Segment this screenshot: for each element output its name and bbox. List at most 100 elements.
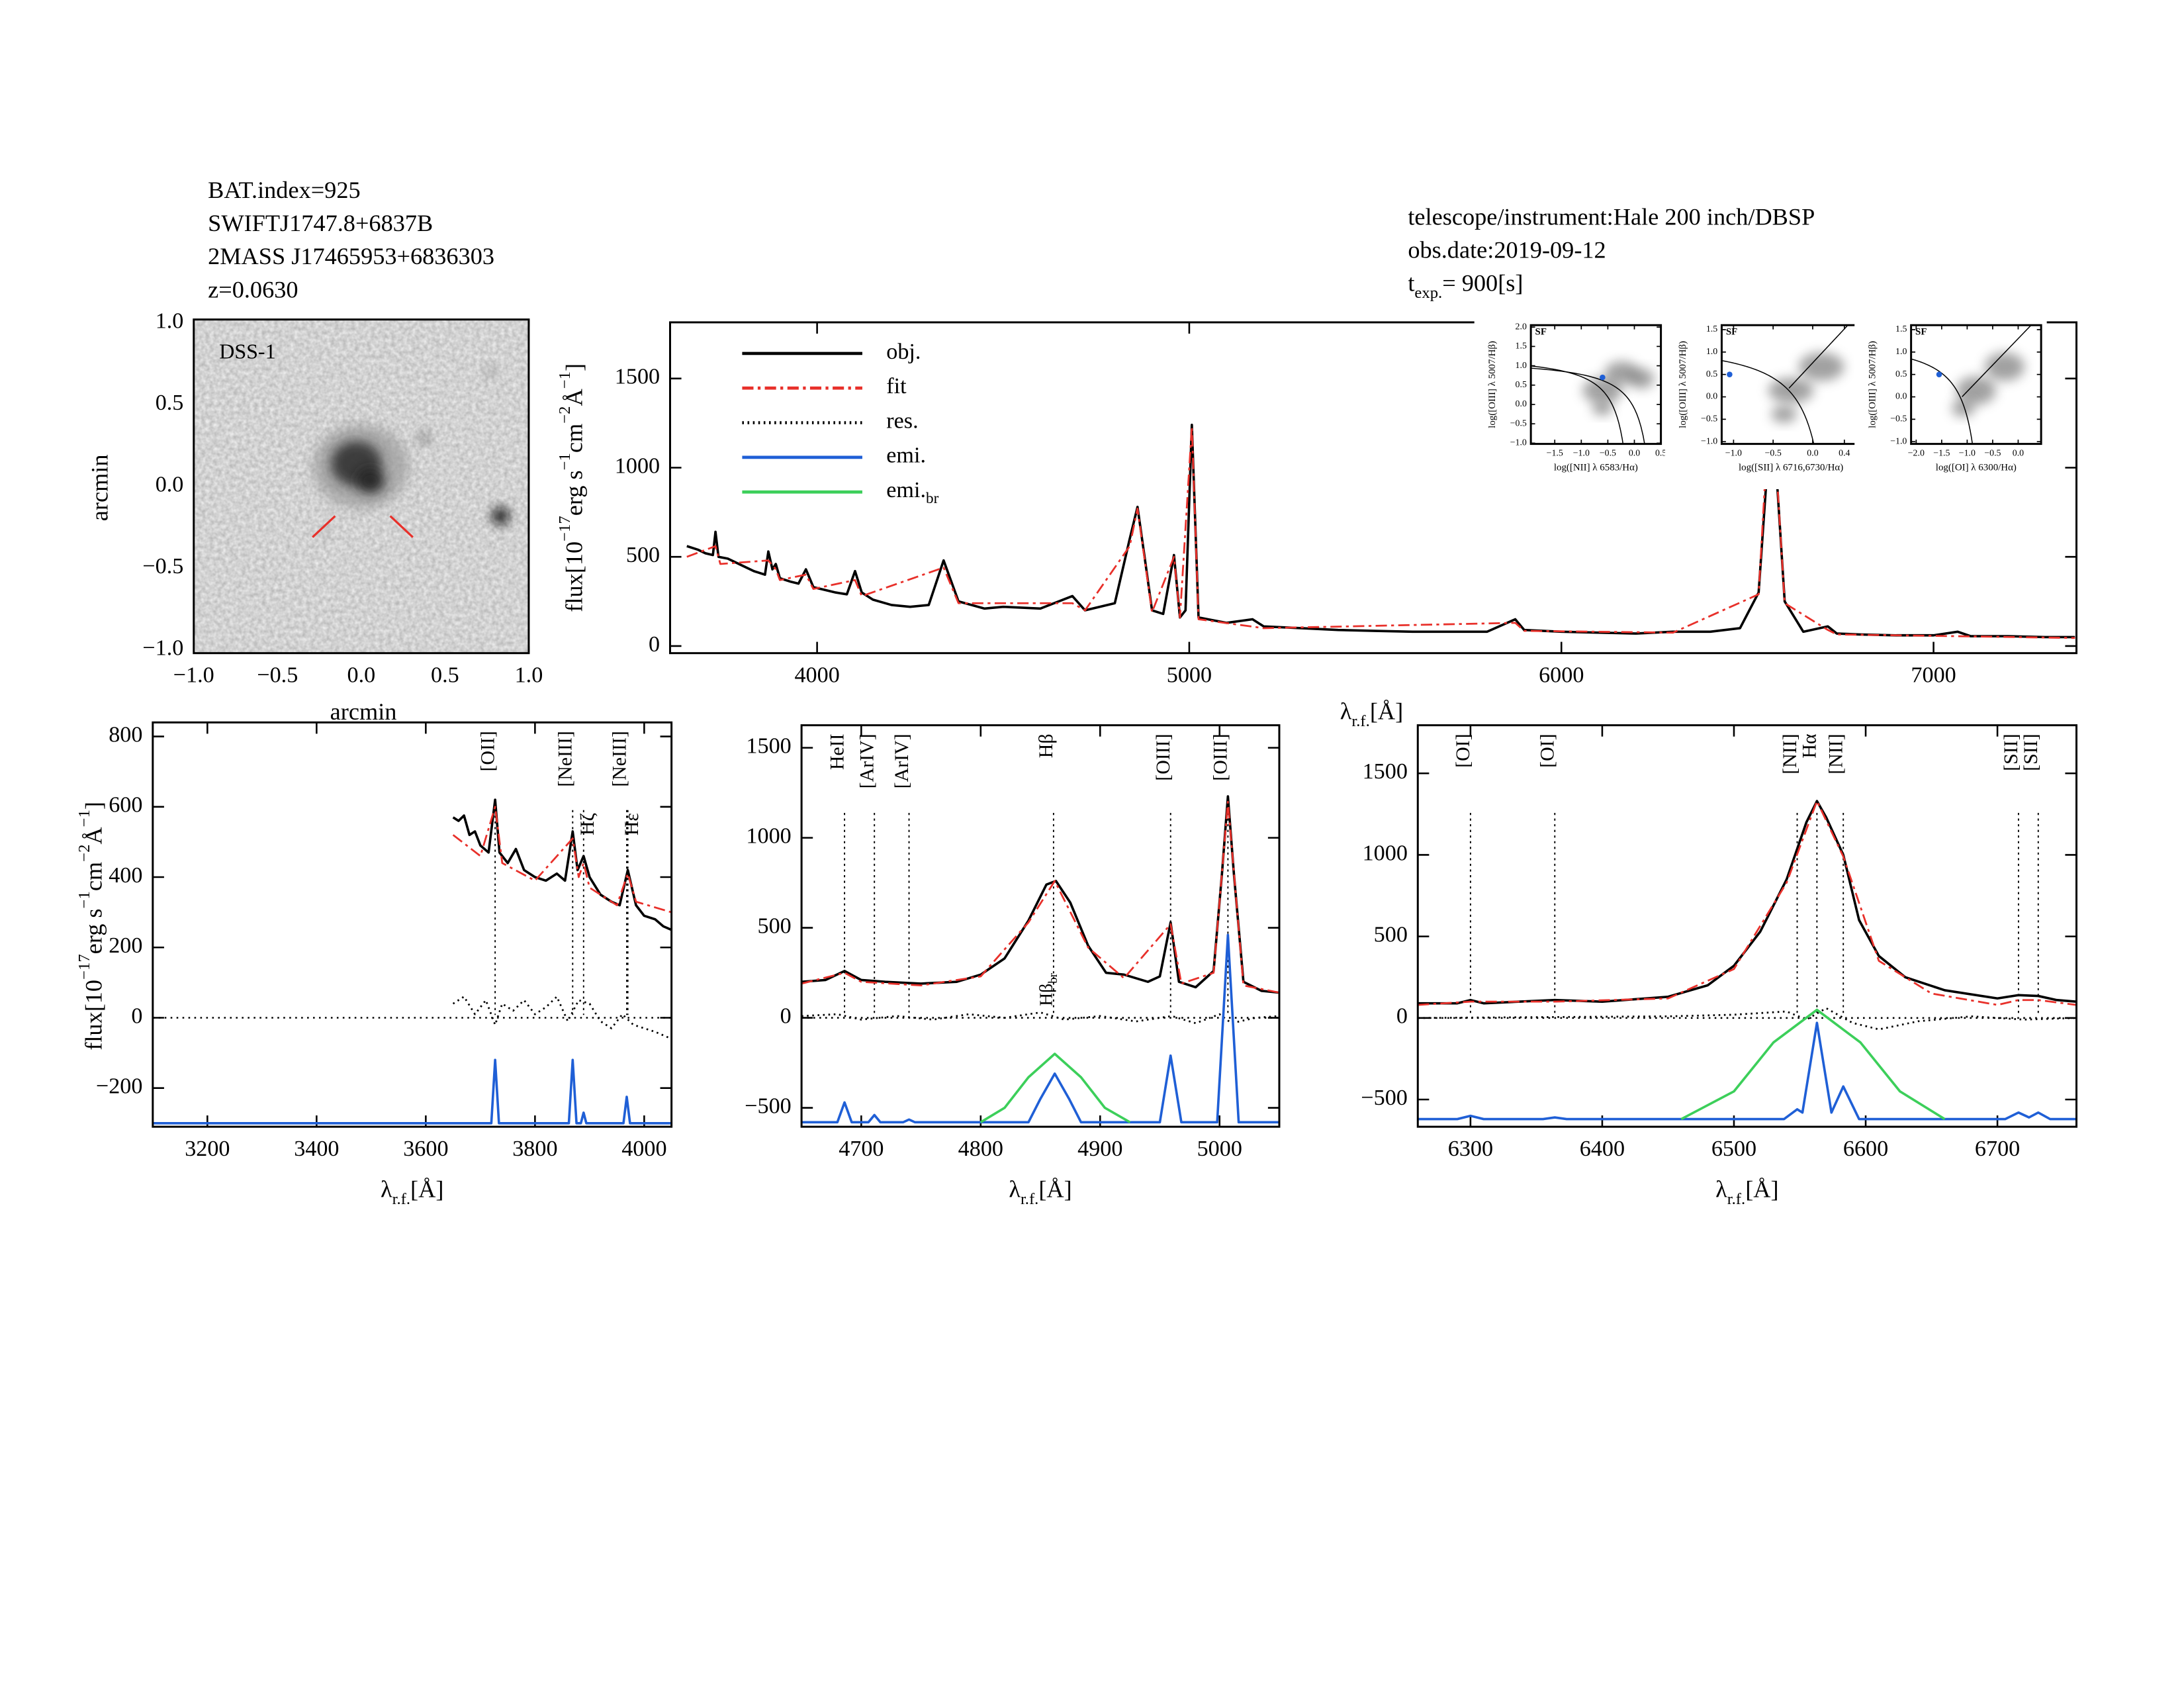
line-label: Hε [621,813,643,835]
y-tick-label: 2.0 [1516,322,1527,332]
density-blob [1798,352,1844,381]
text-part: erg s [561,470,588,516]
source-blob [356,467,385,494]
density-blob [1952,399,1975,417]
spectrum-line [801,800,1280,994]
text-part: [Å] [1370,698,1403,725]
y-tick-label: 1500 [615,365,660,389]
y-tick-label: −200 [96,1074,143,1099]
y-tick-label: 1000 [615,453,660,478]
plot-frame [193,318,530,655]
x-tick-label: 0.0 [1807,448,1818,458]
header-line: BAT.index=925 [208,177,361,203]
x-tick-label: −1.0 [1573,448,1590,458]
x-tick-label: 0.0 [1629,448,1640,458]
y-tick-label: −1.0 [1890,436,1907,446]
line-label: [ArIV] [856,733,878,788]
legend-label: res. [886,408,918,433]
line-label: [SII] [2000,733,2022,771]
y-tick-label: 1500 [1363,759,1408,784]
y-tick-label: 1.5 [1895,324,1907,334]
spectrum-line [1418,800,2077,1005]
line-label: Hβ [1035,733,1057,758]
y-axis-label: flux[10−17erg s−1cm−2Å−1] [75,802,107,1051]
y-tick-label: 1.0 [1516,361,1527,371]
y-tick-label: 0.5 [1895,369,1907,379]
text-part: flux[10 [561,541,588,612]
source-blob [484,366,496,378]
text-part: −1 [556,371,574,389]
density-blob [1592,401,1613,416]
y-tick-label: −0.5 [142,554,183,579]
text-part: λ [1715,1176,1727,1203]
y-tick-label: −0.5 [1890,414,1907,424]
spectrum-line [979,1053,1131,1123]
x-tick-label: −1.0 [173,663,214,687]
text-part: −17 [75,954,93,980]
y-tick-label: 0.0 [1516,399,1527,409]
line-label: Hζ [576,813,598,835]
demarcation-curve [1531,365,1624,444]
y-tick-label: −500 [745,1094,792,1118]
y-tick-label: 1.0 [156,308,184,333]
annotation: Hβbr [1036,972,1061,1006]
header-line: texp.= 900[s] [1408,270,1523,302]
x-tick-label: −1.5 [1933,448,1950,458]
line-label: Hα [1799,733,1821,758]
x-tick-label: 4900 [1077,1137,1122,1161]
y-tick-label: 1.0 [1895,347,1907,357]
spectrum-line [1418,1021,2077,1121]
x-tick-label: 6400 [1580,1137,1625,1161]
x-tick-label: 6300 [1448,1137,1493,1161]
x-tick-label: 4000 [794,663,839,687]
bpt-point [1936,371,1942,377]
x-axis-label: λr.f.[Å] [1715,1176,1778,1208]
y-tick-label: 800 [109,722,142,747]
text-part: −17 [556,516,574,541]
image-label: DSS-1 [219,339,275,363]
y-tick-label: 0.0 [1706,392,1717,402]
inset-x-label: log([OI] λ 6300/Hα) [1936,462,2017,473]
text-part: [Å] [410,1176,443,1203]
source-blob [418,432,430,444]
x-axis-label: arcmin [330,698,397,725]
y-tick-label: 0.5 [156,391,184,415]
y-tick-label: 0 [780,1004,792,1028]
line-label: [OI] [1537,733,1559,767]
line-label: [OIII] [1210,733,1232,780]
source-marker [389,515,414,538]
demarcation-curve [1721,359,1815,444]
x-axis-label: λr.f.[Å] [1340,698,1403,730]
source-marker [312,515,336,538]
y-tick-label: 600 [109,793,142,818]
inset-y-label: log([OIII] λ 5007/Hβ) [1867,341,1878,428]
demarcation-curve [1531,367,1645,444]
x-tick-label: 3200 [185,1137,230,1161]
x-tick-label: 1.0 [515,663,543,687]
text-part: r.f. [1727,1190,1745,1208]
x-tick-label: 5000 [1197,1137,1242,1161]
header-line: 2MASS J17465953+6836303 [208,243,494,269]
text-part: Å [81,827,107,844]
x-tick-label: 4000 [621,1137,666,1161]
header-line: z=0.0630 [208,276,298,303]
spectrum-line [452,806,672,914]
spectrum-line [152,1058,672,1125]
text-part: ] [561,363,588,371]
text-part: br [1046,972,1060,983]
text-part: = 900[s] [1442,270,1523,297]
y-tick-label: −0.5 [1510,418,1527,428]
y-tick-label: 0.0 [156,473,184,497]
inset-label: SF [1535,326,1547,337]
line-label: [NII] [1779,733,1801,774]
y-tick-label: 500 [1374,922,1408,947]
x-tick-label: 0.5 [1655,448,1666,458]
y-tick-label: −0.5 [1701,414,1717,424]
x-tick-label: 0.0 [347,663,376,687]
text-part: Hβ [1036,984,1057,1006]
y-tick-label: −500 [1361,1086,1408,1110]
x-tick-label: −0.5 [1600,448,1616,458]
density-blob [1768,377,1814,404]
text-part: flux[10 [81,980,107,1051]
